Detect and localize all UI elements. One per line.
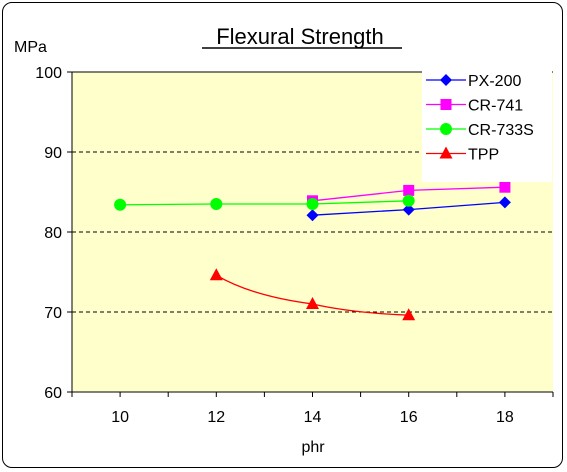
data-point-tpp-16 <box>402 308 416 321</box>
data-point-tpp-14 <box>306 297 319 309</box>
legend-label-cr-733s: CR-733S <box>468 122 534 139</box>
y-tick-label-80: 80 <box>44 225 62 242</box>
x-tick-label-14: 14 <box>304 409 322 426</box>
legend-label-px-200: PX-200 <box>468 73 521 90</box>
data-point-tpp-12 <box>209 268 223 281</box>
data-point-cr-733s-12 <box>210 198 223 210</box>
data-point-cr-733s-16 <box>402 194 415 207</box>
legend-marker-px-200 <box>440 74 452 86</box>
legend-marker-tpp <box>439 146 453 159</box>
y-tick-label-90: 90 <box>44 145 62 162</box>
x-tick-label-12: 12 <box>207 409 225 426</box>
legend-marker-cr-733s <box>440 123 452 135</box>
x-tick-label-16: 16 <box>400 409 418 426</box>
y-tick-label-100: 100 <box>35 65 62 82</box>
chart-title: Flexural Strength <box>216 24 384 49</box>
data-point-px-200-18 <box>498 196 511 209</box>
legend-label-cr-741: CR-741 <box>468 98 523 115</box>
y-tick-label-60: 60 <box>44 385 62 402</box>
data-point-cr-733s-14 <box>306 198 319 210</box>
x-tick-label-10: 10 <box>111 409 129 426</box>
data-point-cr-741-18 <box>499 181 511 193</box>
y-axis-unit-label: MPa <box>14 39 47 56</box>
x-axis-label: phr <box>301 439 325 456</box>
series-line-cr-733s <box>120 200 409 206</box>
data-point-px-200-14 <box>306 209 319 222</box>
legend-marker-cr-741 <box>440 99 452 110</box>
data-point-cr-741-16 <box>403 184 415 196</box>
y-tick-label-70: 70 <box>44 305 62 322</box>
data-point-cr-733s-10 <box>114 198 127 211</box>
x-tick-label-18: 18 <box>496 409 514 426</box>
legend-label-tpp: TPP <box>468 147 499 164</box>
data-point-px-200-16 <box>402 203 415 216</box>
series-layer <box>114 181 511 321</box>
legend: PX-200 CR-741 CR-733S TPP <box>422 67 552 182</box>
axes: 60 70 80 90 100 10 12 14 16 18 <box>35 65 554 426</box>
